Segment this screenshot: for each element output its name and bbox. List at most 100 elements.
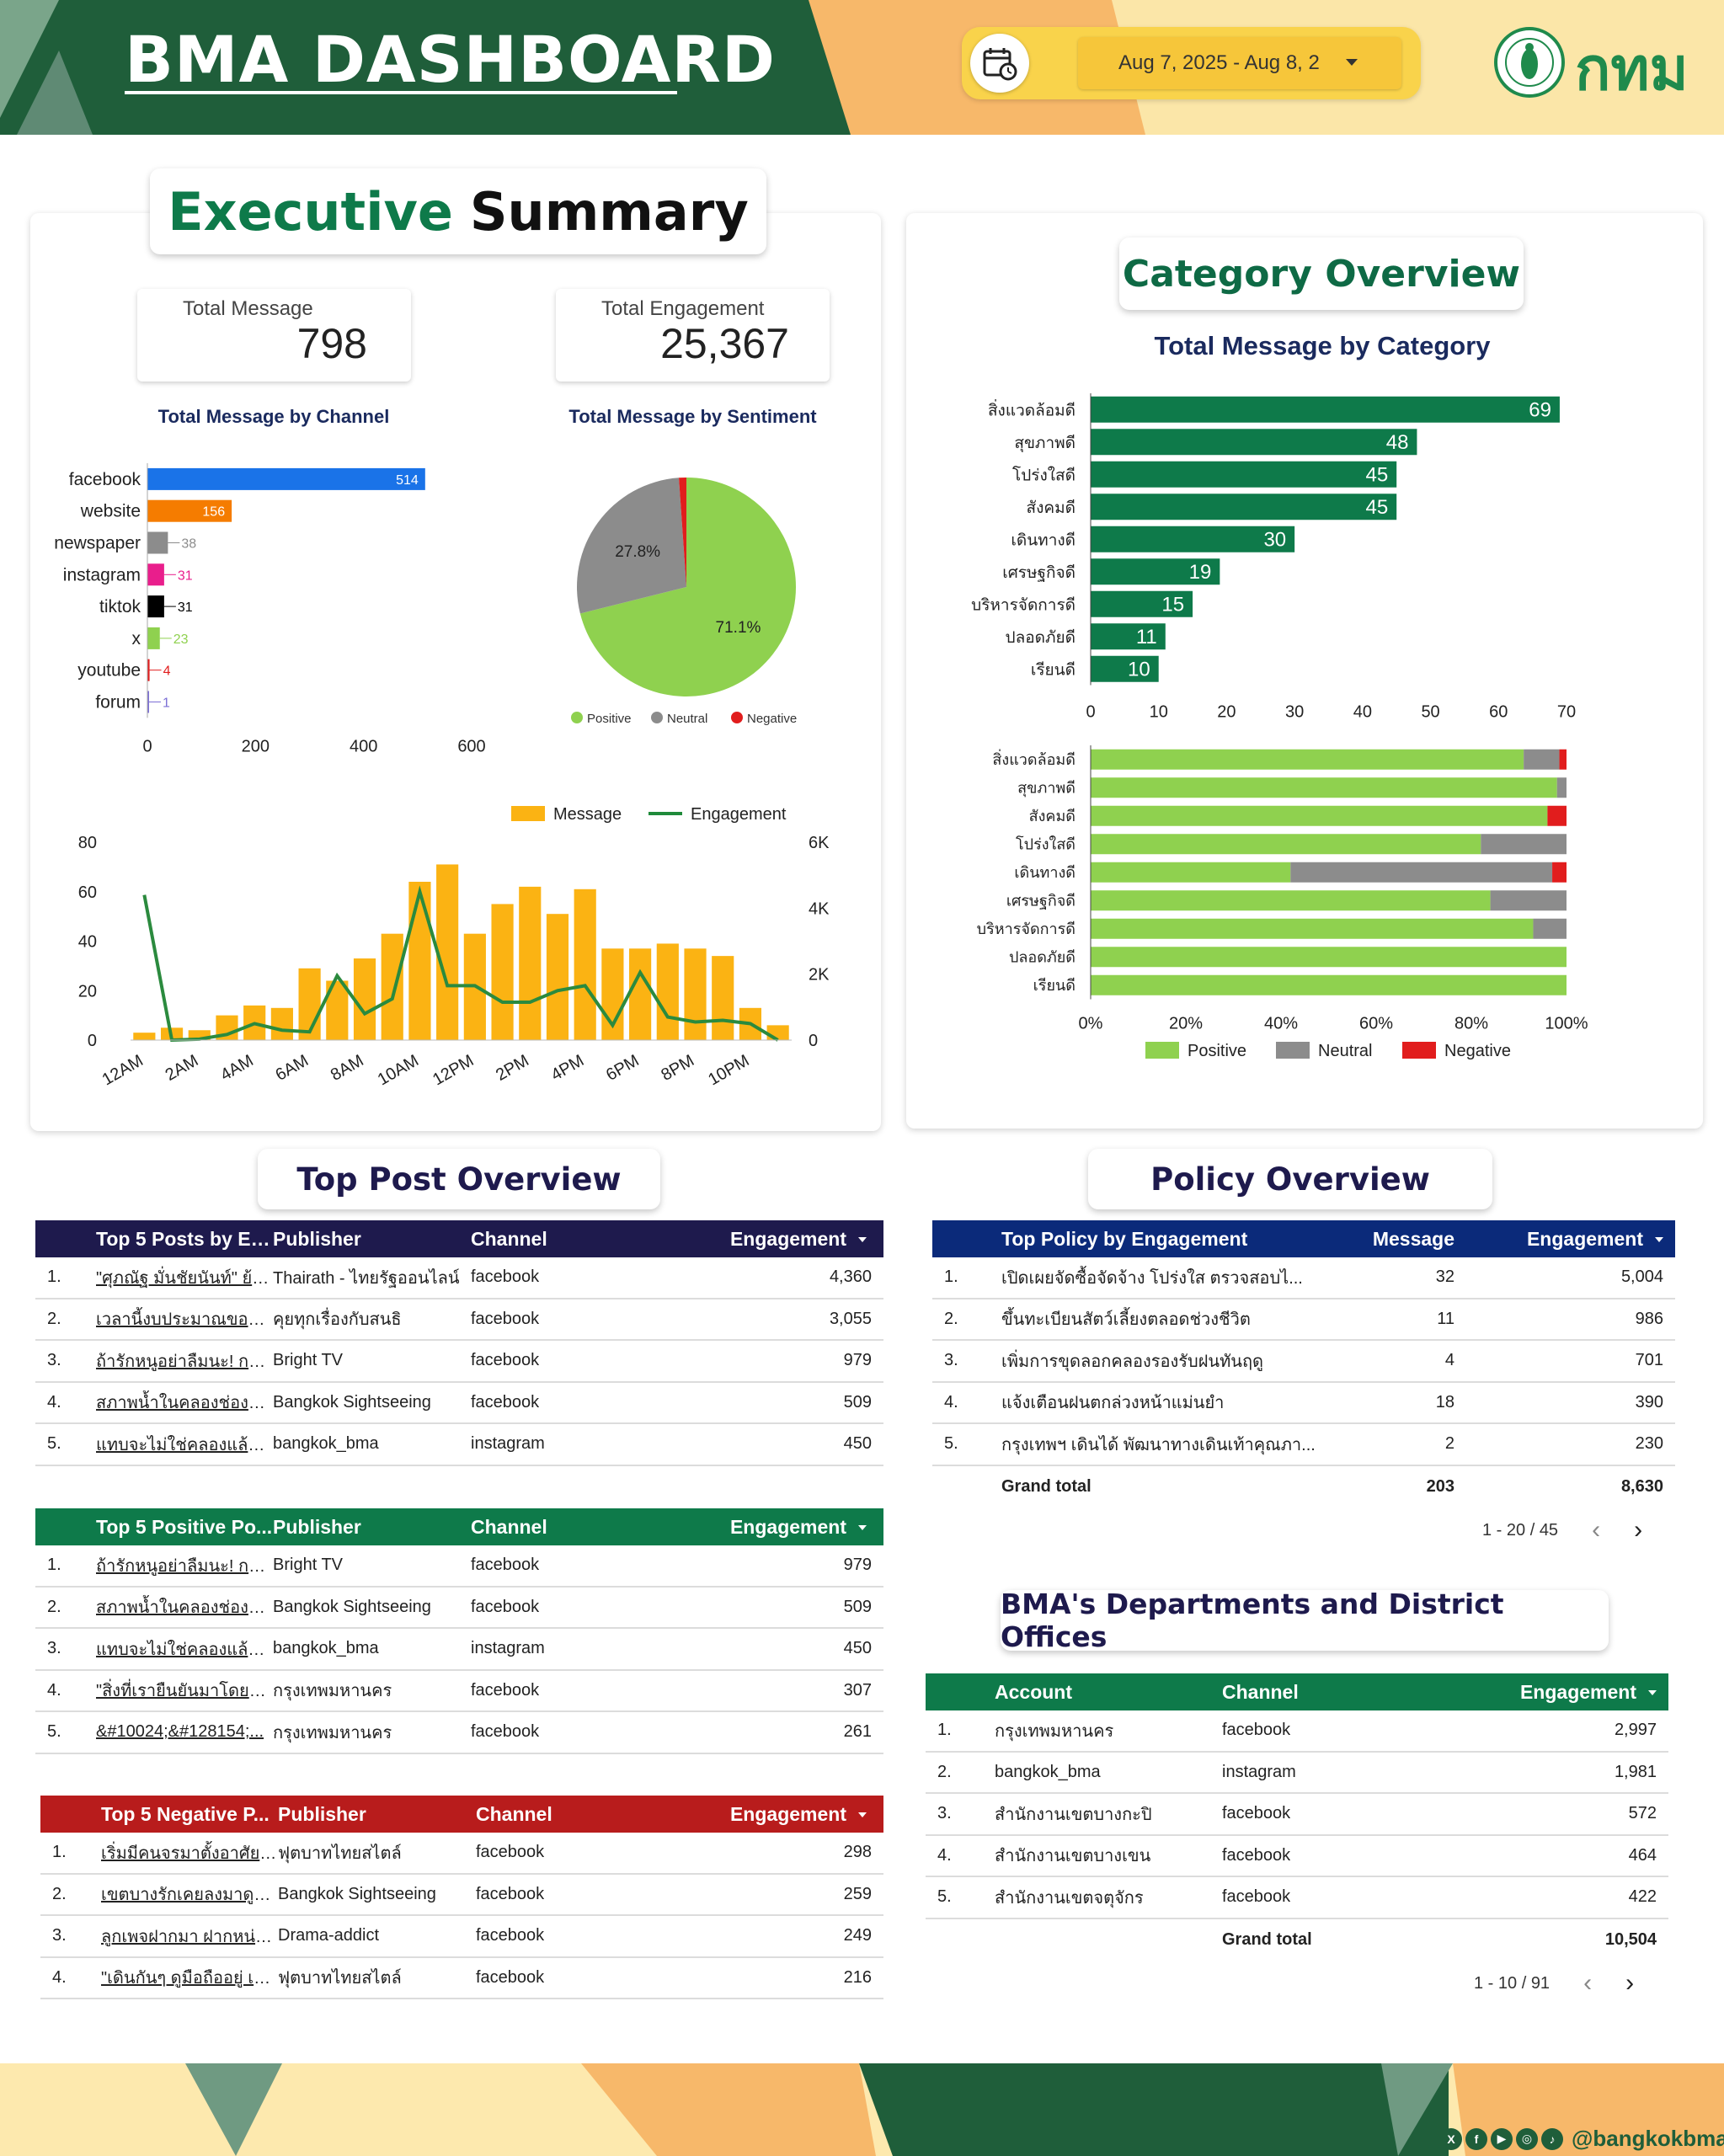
category-bar[interactable] <box>1091 396 1560 423</box>
table-row[interactable]: 2. สภาพน้ำในคลองช่องนนท...Bangkok Sightse… <box>35 1588 883 1629</box>
column-header[interactable]: Engagement <box>673 1516 883 1539</box>
date-range-control[interactable]: Aug 7, 2025 - Aug 8, 2 <box>962 27 1421 99</box>
message-bar[interactable] <box>491 904 514 1040</box>
message-bar[interactable] <box>188 1030 211 1040</box>
column-header[interactable]: Top Policy by Engagement <box>1001 1227 1248 1250</box>
sort-desc-icon[interactable] <box>1655 1237 1663 1243</box>
message-bar[interactable] <box>712 956 734 1040</box>
table-row[interactable]: 3. สำนักงานเขตบางกะปิ facebook 572 <box>926 1794 1668 1836</box>
category-sentiment-segment[interactable] <box>1091 862 1291 883</box>
tiktok-icon[interactable]: ♪ <box>1541 2127 1563 2150</box>
calendar-icon[interactable] <box>970 34 1029 93</box>
message-bar[interactable] <box>766 1025 789 1040</box>
category-bar[interactable] <box>1091 590 1193 617</box>
column-header[interactable]: Publisher <box>278 1802 366 1825</box>
table-row[interactable]: 3. เพิ่มการขุดลอกคลองรองรับฝนทันฤดู 4 701 <box>932 1341 1675 1383</box>
post-link[interactable]: แทบจะไม่ใช่คลองแล้ว มีแ... <box>96 1640 273 1659</box>
table-row[interactable]: 2. ขึ้นทะเบียนสัตว์เลี้ยงตลอดช่วงชีวิต 11 9… <box>932 1299 1675 1341</box>
column-header[interactable]: Publisher <box>273 1227 361 1250</box>
category-sentiment-segment[interactable] <box>1552 862 1567 883</box>
category-sentiment-segment[interactable] <box>1091 918 1534 939</box>
category-sentiment-segment[interactable] <box>1559 749 1567 770</box>
category-bar[interactable] <box>1091 429 1417 456</box>
chevron-left-icon[interactable]: ‹ <box>1592 1516 1601 1544</box>
column-header[interactable]: Engagement <box>673 1228 883 1251</box>
table-row[interactable]: 1. กรุงเทพมหานคร facebook 2,997 <box>926 1710 1668 1753</box>
category-sentiment-segment[interactable] <box>1533 918 1567 939</box>
column-header[interactable]: Engagement <box>1424 1681 1668 1704</box>
facebook-icon[interactable]: f <box>1465 2127 1487 2150</box>
table-row[interactable]: 1. เปิดเผยจัดซื้อจัดจ้าง โปร่งใส ตรวจสอบไ… <box>932 1257 1675 1299</box>
column-header[interactable]: Engagement <box>678 1803 883 1826</box>
category-sentiment-segment[interactable] <box>1481 834 1567 855</box>
post-link[interactable]: สภาพน้ำในคลองช่องนนท... <box>96 1598 273 1618</box>
category-sentiment-segment[interactable] <box>1091 749 1524 770</box>
column-header[interactable]: Message <box>1372 1227 1454 1250</box>
category-sentiment-segment[interactable] <box>1091 777 1557 798</box>
post-link[interactable]: สภาพน้ำในคลองช่องนนท... <box>96 1394 273 1413</box>
column-header[interactable]: Top 5 Negative P... <box>101 1802 270 1825</box>
column-header[interactable]: Channel <box>471 1515 547 1538</box>
engagement-line[interactable] <box>142 885 779 1043</box>
channel-bar[interactable] <box>147 563 164 586</box>
post-link[interactable]: "เดินกันๆ ดูมือถืออยู่ เงยห... <box>101 1969 278 1988</box>
channel-bar[interactable] <box>147 595 164 618</box>
post-link[interactable]: ถ้ารักหนูอย่าลืมนะ! กฎหม... <box>96 1352 273 1371</box>
message-bar[interactable] <box>436 864 459 1040</box>
table-row[interactable]: 4. "สิ่งที่เรายืนยันมาโดยตลอ...กรุงเทพมหา… <box>35 1671 883 1712</box>
category-bar[interactable] <box>1091 494 1397 520</box>
channel-bar[interactable] <box>147 499 232 522</box>
channel-bar[interactable] <box>147 659 150 681</box>
table-row[interactable]: 4. สำนักงานเขตบางเขน facebook 464 <box>926 1836 1668 1877</box>
category-sentiment-segment[interactable] <box>1524 749 1560 770</box>
table-row[interactable]: 5. กรุงเทพฯ เดินได้ พัฒนาทางเดินเท้าคุณภา… <box>932 1424 1675 1466</box>
message-bar[interactable] <box>546 914 569 1040</box>
message-bar[interactable] <box>519 886 542 1040</box>
message-bar[interactable] <box>270 1007 293 1040</box>
sort-desc-icon[interactable] <box>858 1812 867 1818</box>
sort-desc-icon[interactable] <box>858 1525 867 1531</box>
sentiment-slice[interactable] <box>577 478 686 614</box>
category-sentiment-segment[interactable] <box>1091 890 1491 911</box>
table-row[interactable]: 5. แทบจะไม่ใช่คลองแล้ว มีแ...bangkok_bma i… <box>35 1424 883 1466</box>
message-bar[interactable] <box>381 933 403 1040</box>
post-link[interactable]: เขตบางรักเคยลงมาดูพื้นที่... <box>101 1886 278 1905</box>
date-range-dropdown[interactable]: Aug 7, 2025 - Aug 8, 2 <box>1078 37 1401 89</box>
category-sentiment-segment[interactable] <box>1290 862 1553 883</box>
sentiment-slice[interactable] <box>579 478 796 696</box>
chevron-left-icon[interactable]: ‹ <box>1583 1969 1593 1997</box>
category-sentiment-segment[interactable] <box>1091 805 1548 826</box>
table-row[interactable]: 3. ถ้ารักหนูอย่าลืมนะ! กฎหม...Bright TV fa… <box>35 1341 883 1383</box>
column-header[interactable]: Channel <box>471 1227 547 1250</box>
category-bar[interactable] <box>1091 623 1166 650</box>
message-bar[interactable] <box>656 943 679 1040</box>
table-row[interactable]: 4. สภาพน้ำในคลองช่องนนท...Bangkok Sightse… <box>35 1383 883 1424</box>
category-sentiment-segment[interactable] <box>1091 834 1481 855</box>
category-bar[interactable] <box>1091 655 1159 682</box>
channel-bar[interactable] <box>147 627 160 649</box>
message-bar[interactable] <box>353 958 376 1040</box>
message-bar[interactable] <box>408 882 431 1040</box>
table-row[interactable]: 4. แจ้งเตือนฝนตกล่วงหน้าแม่นยำ 18 390 <box>932 1383 1675 1424</box>
message-bar[interactable] <box>684 948 707 1040</box>
post-link[interactable]: "สิ่งที่เรายืนยันมาโดยตลอ... <box>96 1682 273 1701</box>
table-row[interactable]: 1. เริ่มมีคนจรมาตั้งอาศัย ระห...ฟุตบาทไทย… <box>40 1833 883 1875</box>
category-sentiment-segment[interactable] <box>1547 805 1567 826</box>
column-header[interactable]: Account <box>995 1680 1072 1703</box>
post-link[interactable]: &#10024;&#128154;... <box>96 1722 264 1742</box>
category-sentiment-segment[interactable] <box>1091 947 1567 968</box>
table-row[interactable]: 3. แทบจะไม่ใช่คลองแล้ว มีแ...bangkok_bma i… <box>35 1629 883 1671</box>
table-row[interactable]: 1. "ศุภณัฐ มั่นชัยนันท์" ย้อนถ...Thairath… <box>35 1257 883 1299</box>
category-sentiment-segment[interactable] <box>1556 777 1567 798</box>
category-bar[interactable] <box>1091 558 1220 585</box>
channel-bar[interactable] <box>147 691 149 713</box>
column-header[interactable]: Channel <box>476 1802 552 1825</box>
chevron-right-icon[interactable]: › <box>1625 1969 1635 1997</box>
post-link[interactable]: เวลานี้งบประมาณของกรุงเ... <box>96 1310 273 1330</box>
table-row[interactable]: 4. "เดินกันๆ ดูมือถืออยู่ เงยห... ฟุตบาทไท… <box>40 1958 883 1999</box>
social-handle[interactable]: @bangkokbma <box>1572 2126 1724 2151</box>
table-row[interactable]: 5. &#10024;&#128154;... กรุงเทพมหานคร faceb… <box>35 1712 883 1754</box>
column-header[interactable]: Engagement <box>1481 1228 1675 1251</box>
column-header[interactable]: Top 5 Posts by En... <box>96 1227 273 1250</box>
post-link[interactable]: "ศุภณัฐ มั่นชัยนันท์" ย้อนถ... <box>96 1268 273 1288</box>
